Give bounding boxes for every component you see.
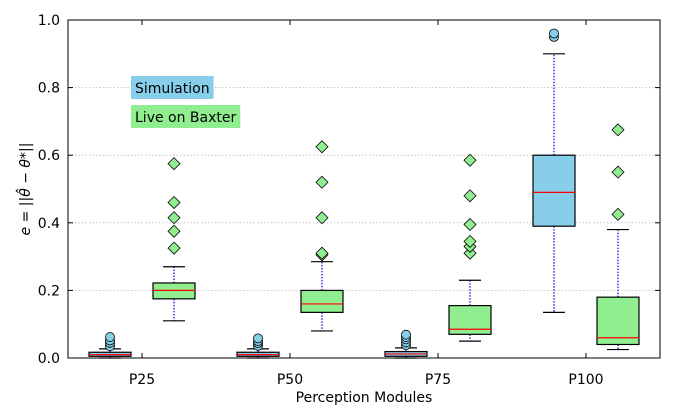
tick-labels: 0.0 0.2 0.4 0.6 0.8 1.0 P25 P50 P75 P100	[38, 13, 660, 388]
outlier-point	[253, 333, 263, 344]
legend-swatch-live-on-baxter	[131, 105, 241, 128]
x-tick-label: P50	[277, 372, 303, 388]
outlier-point	[463, 246, 477, 260]
iqr-box	[596, 296, 640, 346]
outlier-point	[167, 195, 181, 210]
outlier-point	[611, 123, 625, 137]
box-simulation-p75	[384, 329, 428, 359]
outlier-point	[611, 165, 625, 179]
box-simulation-p100	[532, 28, 576, 313]
box-live-on-baxter-p75	[448, 153, 492, 342]
y-tick-label: 0.4	[38, 216, 60, 232]
y-tick-label: 0.2	[38, 283, 60, 299]
box-simulation-p25	[88, 332, 132, 359]
outlier-point	[463, 153, 477, 167]
outlier-point	[463, 234, 477, 248]
outlier-point	[549, 28, 559, 39]
outlier-point	[167, 157, 181, 171]
outlier-point	[315, 211, 329, 225]
x-tick-label: P100	[568, 372, 603, 388]
box-live-on-baxter-p100	[596, 123, 640, 351]
legend-label-live-on-baxter: Live on Baxter	[135, 110, 236, 126]
x-tick-label: P25	[129, 372, 155, 388]
plot-frame	[67, 19, 661, 359]
legend-label-simulation: Simulation	[135, 81, 210, 97]
legend-item-simulation: Simulation	[131, 76, 214, 99]
y-tick-label: 0.8	[38, 81, 60, 97]
outlier-point	[167, 211, 181, 225]
iqr-box	[448, 305, 492, 335]
x-axis-label: Perception Modules	[296, 390, 433, 406]
legend: Simulation Live on Baxter	[131, 76, 241, 128]
outlier-point	[315, 140, 329, 154]
box-live-on-baxter-p50	[300, 140, 344, 332]
legend-item-live-on-baxter: Live on Baxter	[131, 105, 241, 128]
y-tick-label: 0.6	[38, 148, 60, 164]
outlier-point	[611, 207, 625, 221]
iqr-box	[300, 289, 344, 313]
outlier-point	[463, 217, 477, 232]
outlier-point	[463, 189, 477, 203]
x-tick-label: P75	[425, 372, 451, 388]
outlier-point	[401, 329, 411, 340]
outlier-point	[315, 246, 329, 260]
iqr-box	[532, 154, 576, 227]
y-tick-label: 1.0	[38, 13, 60, 29]
outlier-point	[315, 175, 329, 189]
outlier-point	[167, 241, 181, 255]
box-simulation-p50	[236, 333, 280, 359]
outlier-point	[167, 224, 181, 238]
outlier-point	[105, 332, 115, 342]
y-axis-label: e = ||θ̂ − θ*||	[15, 143, 34, 236]
legend-swatch-simulation	[131, 76, 214, 99]
y-tick-label: 0.0	[38, 351, 60, 367]
box-live-on-baxter-p25	[152, 157, 196, 322]
